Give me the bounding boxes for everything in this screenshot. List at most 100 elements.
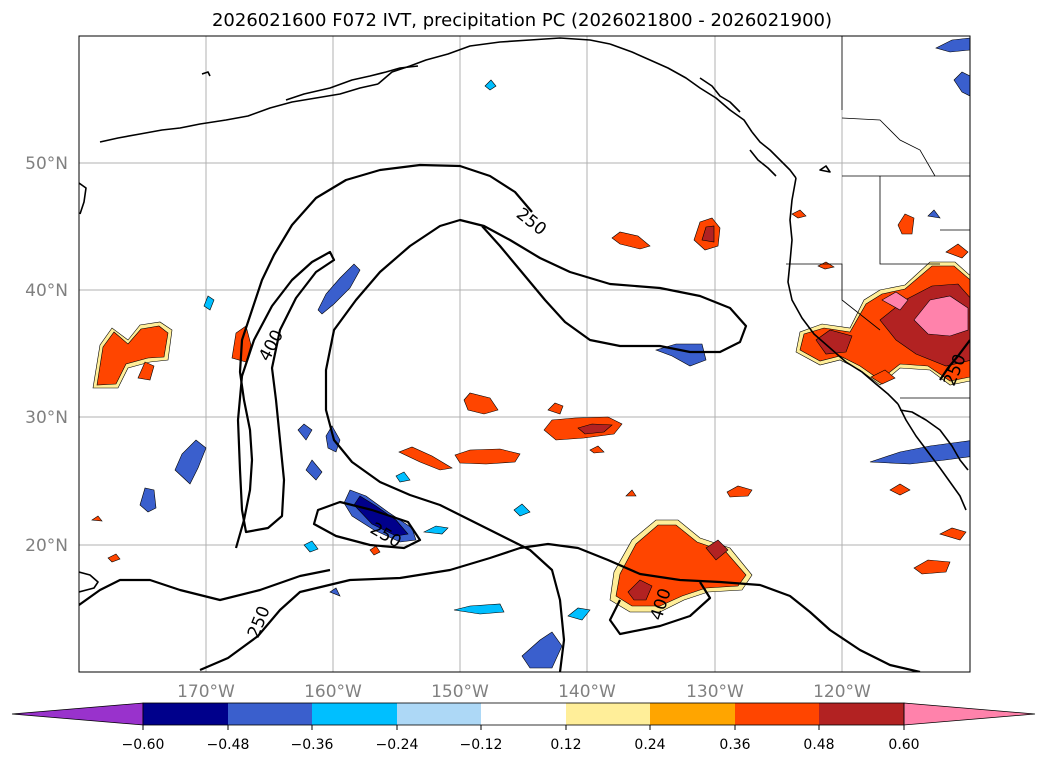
precip-blob — [869, 440, 970, 465]
ivt-250-contour — [324, 218, 748, 672]
colorbar-under-extension — [11, 702, 144, 726]
ivt-400-contour — [236, 250, 336, 534]
ivt-contours — [79, 163, 970, 672]
lat-label: 40°N — [25, 281, 68, 301]
colorbar-tick-label: −0.24 — [376, 737, 419, 753]
precip-blob — [107, 553, 121, 563]
precip-blob — [935, 37, 970, 53]
precip-blob — [454, 448, 521, 465]
precip-blob — [398, 446, 453, 471]
precip-blob — [913, 559, 951, 575]
precip-blob — [329, 587, 341, 597]
longitude-labels: 170°W 160°W 150°W 140°W 130°W 120°W — [177, 682, 871, 702]
precip-blob — [589, 445, 605, 454]
colorbar-swatch — [312, 703, 397, 725]
ivt-250-contour — [234, 163, 533, 549]
colorbar-swatch — [143, 703, 228, 725]
precip-blob — [521, 631, 563, 669]
colorbar-outline — [142, 702, 905, 726]
colorbar-tick-label: −0.36 — [291, 737, 334, 753]
precip-blob — [369, 545, 381, 556]
colorbar: −0.60 −0.48 −0.36 −0.24 −0.12 0.12 0.24 … — [11, 702, 1036, 753]
lon-label: 140°W — [558, 682, 616, 702]
colorbar-swatch — [397, 703, 481, 725]
precip-blob — [927, 209, 941, 219]
precip-blob — [611, 231, 651, 250]
precip-blob — [297, 423, 313, 441]
precip-blob — [627, 579, 653, 601]
colorbar-tick-label: 0.24 — [634, 737, 665, 753]
colorbar-swatch — [481, 703, 566, 725]
colorbar-tick-label: 0.48 — [803, 737, 834, 753]
precip-blob — [655, 343, 707, 367]
precip-blob — [96, 325, 169, 386]
precip-blob — [577, 423, 613, 435]
precip-blob — [705, 539, 729, 561]
colorbar-ticks — [142, 725, 905, 730]
precip-blob — [939, 527, 967, 541]
precip-blob — [897, 213, 915, 235]
precip-blob — [817, 261, 835, 270]
precip-blob — [726, 485, 753, 498]
latitude-labels: 50°N 40°N 30°N 20°N — [25, 154, 68, 556]
precip-blob — [453, 603, 505, 615]
colorbar-tick-label: 0.60 — [888, 737, 919, 753]
precip-blob — [701, 225, 715, 243]
colorbar-swatch — [819, 703, 904, 725]
precip-blob — [547, 402, 564, 415]
ivt-250-contour — [199, 542, 921, 672]
precip-blob — [91, 515, 103, 522]
precip-blob — [913, 295, 969, 337]
precip-blob — [395, 471, 411, 483]
coastlines — [79, 37, 969, 593]
precip-blob — [945, 243, 969, 259]
precip-blob — [881, 291, 909, 311]
precip-blob — [303, 540, 319, 553]
precip-blob — [953, 71, 970, 97]
plot-title: 2026021600 F072 IVT, precipitation PC (2… — [212, 10, 832, 31]
lat-label: 30°N — [25, 408, 68, 428]
ivt-400-contour — [939, 339, 970, 381]
precip-blob — [484, 79, 497, 91]
precip-negative-regions — [139, 37, 970, 669]
lon-label: 150°W — [431, 682, 489, 702]
colorbar-tick-label: −0.12 — [460, 737, 503, 753]
precip-blob — [567, 607, 591, 621]
lat-label: 50°N — [25, 154, 68, 174]
lon-label: 160°W — [304, 682, 362, 702]
precip-blob — [137, 361, 155, 381]
precip-blob — [463, 392, 499, 415]
precip-blob — [815, 329, 853, 355]
ivt-400-contour — [608, 581, 712, 636]
precip-blob — [139, 487, 157, 513]
precip-blob — [203, 295, 215, 311]
colorbar-tick-label: −0.60 — [122, 737, 165, 753]
lon-label: 130°W — [686, 682, 744, 702]
lon-label: 120°W — [813, 682, 871, 702]
colorbar-tick-label: −0.48 — [207, 737, 250, 753]
precip-blob — [305, 459, 323, 481]
precip-blob — [174, 439, 207, 485]
colorbar-swatch — [735, 703, 819, 725]
precip-blob — [513, 503, 531, 517]
colorbar-over-extension — [903, 702, 1036, 726]
precip-blob — [889, 483, 911, 496]
precip-blob — [791, 209, 807, 219]
lat-label: 20°N — [25, 536, 68, 556]
lon-label: 170°W — [177, 682, 235, 702]
colorbar-tick-label: 0.36 — [719, 737, 750, 753]
precip-blob — [353, 495, 409, 537]
ivt-400-contour — [312, 500, 422, 550]
colorbar-swatch — [566, 703, 650, 725]
precip-blob — [317, 263, 361, 315]
map-frame — [78, 35, 971, 673]
precip-blob — [422, 525, 449, 535]
colorbar-swatch — [228, 703, 312, 725]
colorbar-swatch — [650, 703, 735, 725]
ivt-400-contour — [79, 568, 331, 606]
precip-positive-regions — [91, 209, 970, 613]
colorbar-tick-label: 0.12 — [550, 737, 581, 753]
precip-blob — [870, 369, 896, 385]
borders — [786, 36, 970, 399]
